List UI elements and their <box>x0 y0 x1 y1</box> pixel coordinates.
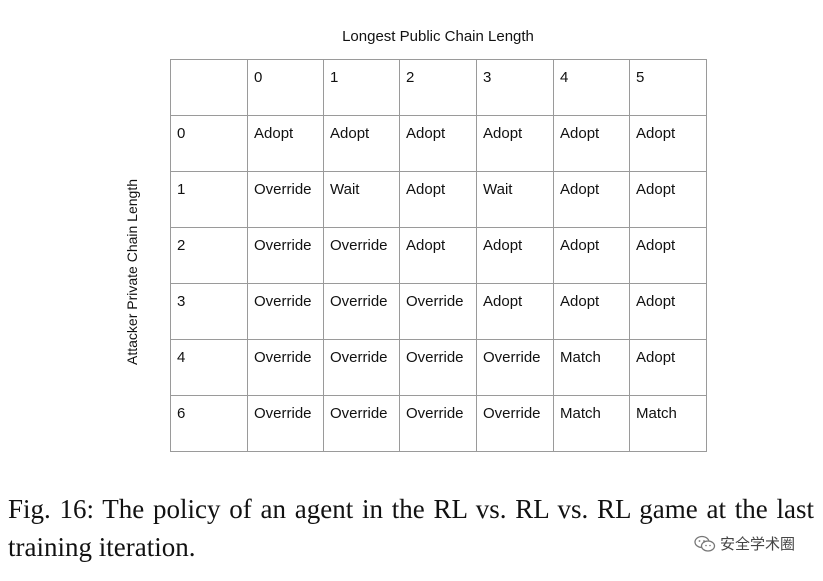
policy-cell: Override <box>247 283 324 340</box>
watermark: 安全学术圈 <box>694 533 795 554</box>
policy-cell: Adopt <box>476 115 554 172</box>
table-row: 3 Override Override Override Adopt Adopt Adopt <box>170 283 707 340</box>
column-header-cell: 4 <box>553 59 630 116</box>
column-header-cell: 0 <box>247 59 324 116</box>
policy-cell: Adopt <box>629 115 707 172</box>
column-header-cell: 2 <box>399 59 477 116</box>
row-header-cell: 6 <box>170 395 248 452</box>
corner-cell <box>170 59 248 116</box>
policy-cell: Override <box>399 339 477 396</box>
table-row: 2 Override Override Adopt Adopt Adopt Adopt <box>170 227 707 284</box>
policy-cell: Override <box>323 227 400 284</box>
row-axis-label: Attacker Private Chain Length <box>124 179 140 365</box>
policy-cell: Match <box>629 395 707 452</box>
row-header-cell: 0 <box>170 115 248 172</box>
policy-cell: Override <box>399 395 477 452</box>
figure-caption: Fig. 16: The policy of an agent in the R… <box>8 494 814 562</box>
policy-cell: Match <box>553 339 630 396</box>
row-header-cell: 4 <box>170 339 248 396</box>
policy-cell: Adopt <box>629 283 707 340</box>
policy-cell: Adopt <box>323 115 400 172</box>
row-header-cell: 1 <box>170 171 248 228</box>
policy-cell: Adopt <box>629 339 707 396</box>
policy-cell: Override <box>323 339 400 396</box>
policy-cell: Adopt <box>399 171 477 228</box>
policy-cell: Adopt <box>553 171 630 228</box>
policy-cell: Override <box>476 339 554 396</box>
table-row: 6 Override Override Override Override Match Ma… <box>170 395 707 452</box>
policy-cell: Adopt <box>399 227 477 284</box>
table-row: 1 Override Wait Adopt Wait Adopt Adopt <box>170 171 707 228</box>
policy-cell: Override <box>247 227 324 284</box>
policy-cell: Override <box>247 339 324 396</box>
policy-cell: Override <box>399 283 477 340</box>
policy-cell: Adopt <box>476 283 554 340</box>
policy-cell: Wait <box>323 171 400 228</box>
policy-cell: Adopt <box>553 227 630 284</box>
column-header-cell: 1 <box>323 59 400 116</box>
policy-table: 0 1 2 3 4 5 0 Adopt Adopt Adopt Adopt Adopt Adopt 1 Ov… <box>170 59 707 452</box>
policy-cell: Override <box>476 395 554 452</box>
policy-cell: Adopt <box>553 115 630 172</box>
table-row: 4 Override Override Override Override Match Ad… <box>170 339 707 396</box>
policy-cell: Adopt <box>553 283 630 340</box>
policy-cell: Adopt <box>476 227 554 284</box>
wechat-icon <box>694 535 716 552</box>
policy-cell: Adopt <box>629 227 707 284</box>
row-header-cell: 3 <box>170 283 248 340</box>
column-axis-label: Longest Public Chain Length <box>342 28 534 45</box>
policy-cell: Override <box>247 171 324 228</box>
column-header-cell: 3 <box>476 59 554 116</box>
column-header-cell: 5 <box>629 59 707 116</box>
policy-cell: Wait <box>476 171 554 228</box>
policy-cell: Override <box>323 283 400 340</box>
row-header-cell: 2 <box>170 227 248 284</box>
policy-cell: Override <box>247 395 324 452</box>
watermark-text: 安全学术圈 <box>719 535 795 553</box>
policy-cell: Override <box>323 395 400 452</box>
policy-cell: Match <box>553 395 630 452</box>
policy-cell: Adopt <box>247 115 324 172</box>
policy-cell: Adopt <box>399 115 477 172</box>
table-row: 0 Adopt Adopt Adopt Adopt Adopt Adopt <box>170 115 707 172</box>
policy-cell: Adopt <box>629 171 707 228</box>
